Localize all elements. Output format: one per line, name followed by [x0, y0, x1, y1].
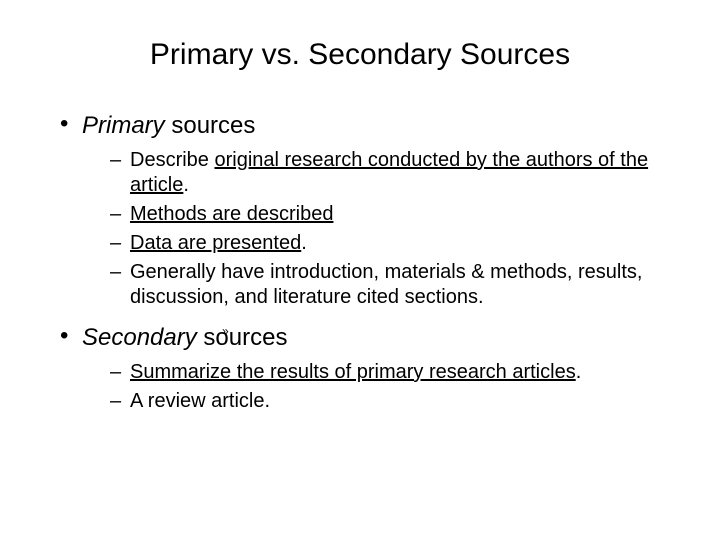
text-underlined: Methods are described	[130, 203, 333, 225]
primary-sublist: Describe original research conducted by …	[110, 148, 680, 310]
text-prefix: Describe	[130, 149, 214, 171]
primary-sources-item: Primary sources Describe original resear…	[60, 112, 680, 310]
text-prefix: A review article.	[130, 390, 270, 412]
text-suffix: .	[576, 361, 582, 383]
secondary-sub-0: Summarize the results of primary researc…	[110, 360, 680, 385]
text-suffix: .	[301, 232, 307, 254]
primary-label-rest: sources	[165, 112, 256, 139]
text-suffix: .	[183, 174, 189, 196]
bullet-list-level1: Primary sources Describe original resear…	[60, 112, 680, 414]
slide-title: Primary vs. Secondary Sources	[40, 38, 680, 72]
secondary-sub-1: A review article.	[110, 389, 680, 414]
primary-label-italic: Primary	[82, 112, 165, 139]
text-prefix: Generally have introduction, materials &…	[130, 261, 642, 308]
secondary-label-rest: sources	[197, 324, 288, 351]
secondary-sublist: Summarize the results of primary researc…	[110, 360, 680, 414]
primary-sub-3: Generally have introduction, materials &…	[110, 260, 680, 310]
primary-sub-2: Data are presented.	[110, 231, 680, 256]
slide: Primary vs. Secondary Sources Primary so…	[0, 0, 720, 540]
primary-sub-0: Describe original research conducted by …	[110, 148, 680, 198]
text-underlined: Data are presented	[130, 232, 301, 254]
secondary-sources-item: Secondary sources Summarize the results …	[60, 324, 680, 414]
primary-sub-1: Methods are described	[110, 202, 680, 227]
text-underlined: Summarize the results of primary researc…	[130, 361, 576, 383]
secondary-label-italic: Secondary	[82, 324, 197, 351]
